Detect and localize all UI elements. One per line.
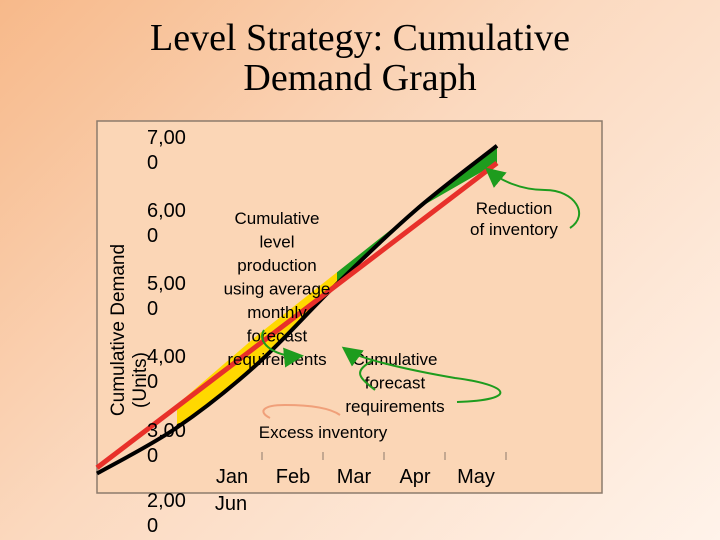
forecast-requirements-annotation: requirements	[345, 397, 444, 416]
x-tick-label: Jun	[215, 493, 247, 515]
level-production-annotation: level	[260, 233, 295, 252]
x-tick-label: Mar	[337, 466, 372, 488]
y-axis-label-line-2: (Units)	[130, 352, 151, 408]
y-tick-label: 3,00	[147, 420, 186, 442]
forecast-requirements-annotation: Cumulative	[352, 350, 437, 369]
excess-inventory-arrow	[262, 403, 341, 419]
y-tick-label: 5,00	[147, 273, 186, 295]
reduction-pointer-arrow	[484, 167, 581, 229]
y-tick-label: 6,00	[147, 200, 186, 222]
level-production-annotation: production	[237, 256, 316, 275]
y-tick-label-continued: 0	[147, 371, 158, 393]
forecast-requirements-annotation: forecast	[365, 374, 426, 393]
inventory-reduction-region	[337, 145, 497, 284]
title-line-2: Demand Graph	[243, 57, 477, 99]
plot-area	[96, 120, 603, 494]
level-pointer-arrow	[261, 329, 304, 368]
y-tick-label-continued: 0	[147, 515, 158, 537]
y-tick-label-continued: 0	[147, 152, 158, 174]
title-line-1: Level Strategy: Cumulative	[149, 17, 570, 59]
x-tick-label: Feb	[276, 466, 310, 488]
y-tick-label: 4,00	[147, 346, 186, 368]
cumulative-level-production-line	[95, 161, 499, 470]
x-tick-label: Jan	[216, 466, 248, 488]
y-tick-label: 7,00	[147, 127, 186, 149]
y-tick-label-continued: 0	[147, 225, 158, 247]
y-tick-label-continued: 0	[147, 445, 158, 467]
reduction-of-inventory-annotation: of inventory	[470, 220, 558, 239]
forecast-callout-hook	[359, 360, 376, 391]
forecast-pointer-arrow	[341, 346, 502, 403]
excess-inventory-annotation: Excess inventory	[259, 423, 388, 442]
x-tick-label: May	[457, 466, 495, 488]
y-tick-label: 2,00	[147, 490, 186, 512]
y-axis-label-line-1: Cumulative Demand	[108, 244, 129, 416]
y-tick-label-continued: 0	[147, 298, 158, 320]
level-production-annotation: Cumulative	[234, 209, 319, 228]
level-production-annotation: forecast	[247, 327, 308, 346]
reduction-of-inventory-annotation: Reduction	[476, 199, 553, 218]
level-production-annotation: monthly	[247, 303, 307, 322]
x-tick-label: Apr	[399, 466, 430, 488]
cumulative-forecast-line	[96, 144, 499, 476]
slide-title: Level Strategy: Cumulative Demand Graph	[60, 18, 660, 98]
excess-inventory-region	[177, 272, 337, 428]
level-production-annotation: using average	[224, 280, 331, 299]
